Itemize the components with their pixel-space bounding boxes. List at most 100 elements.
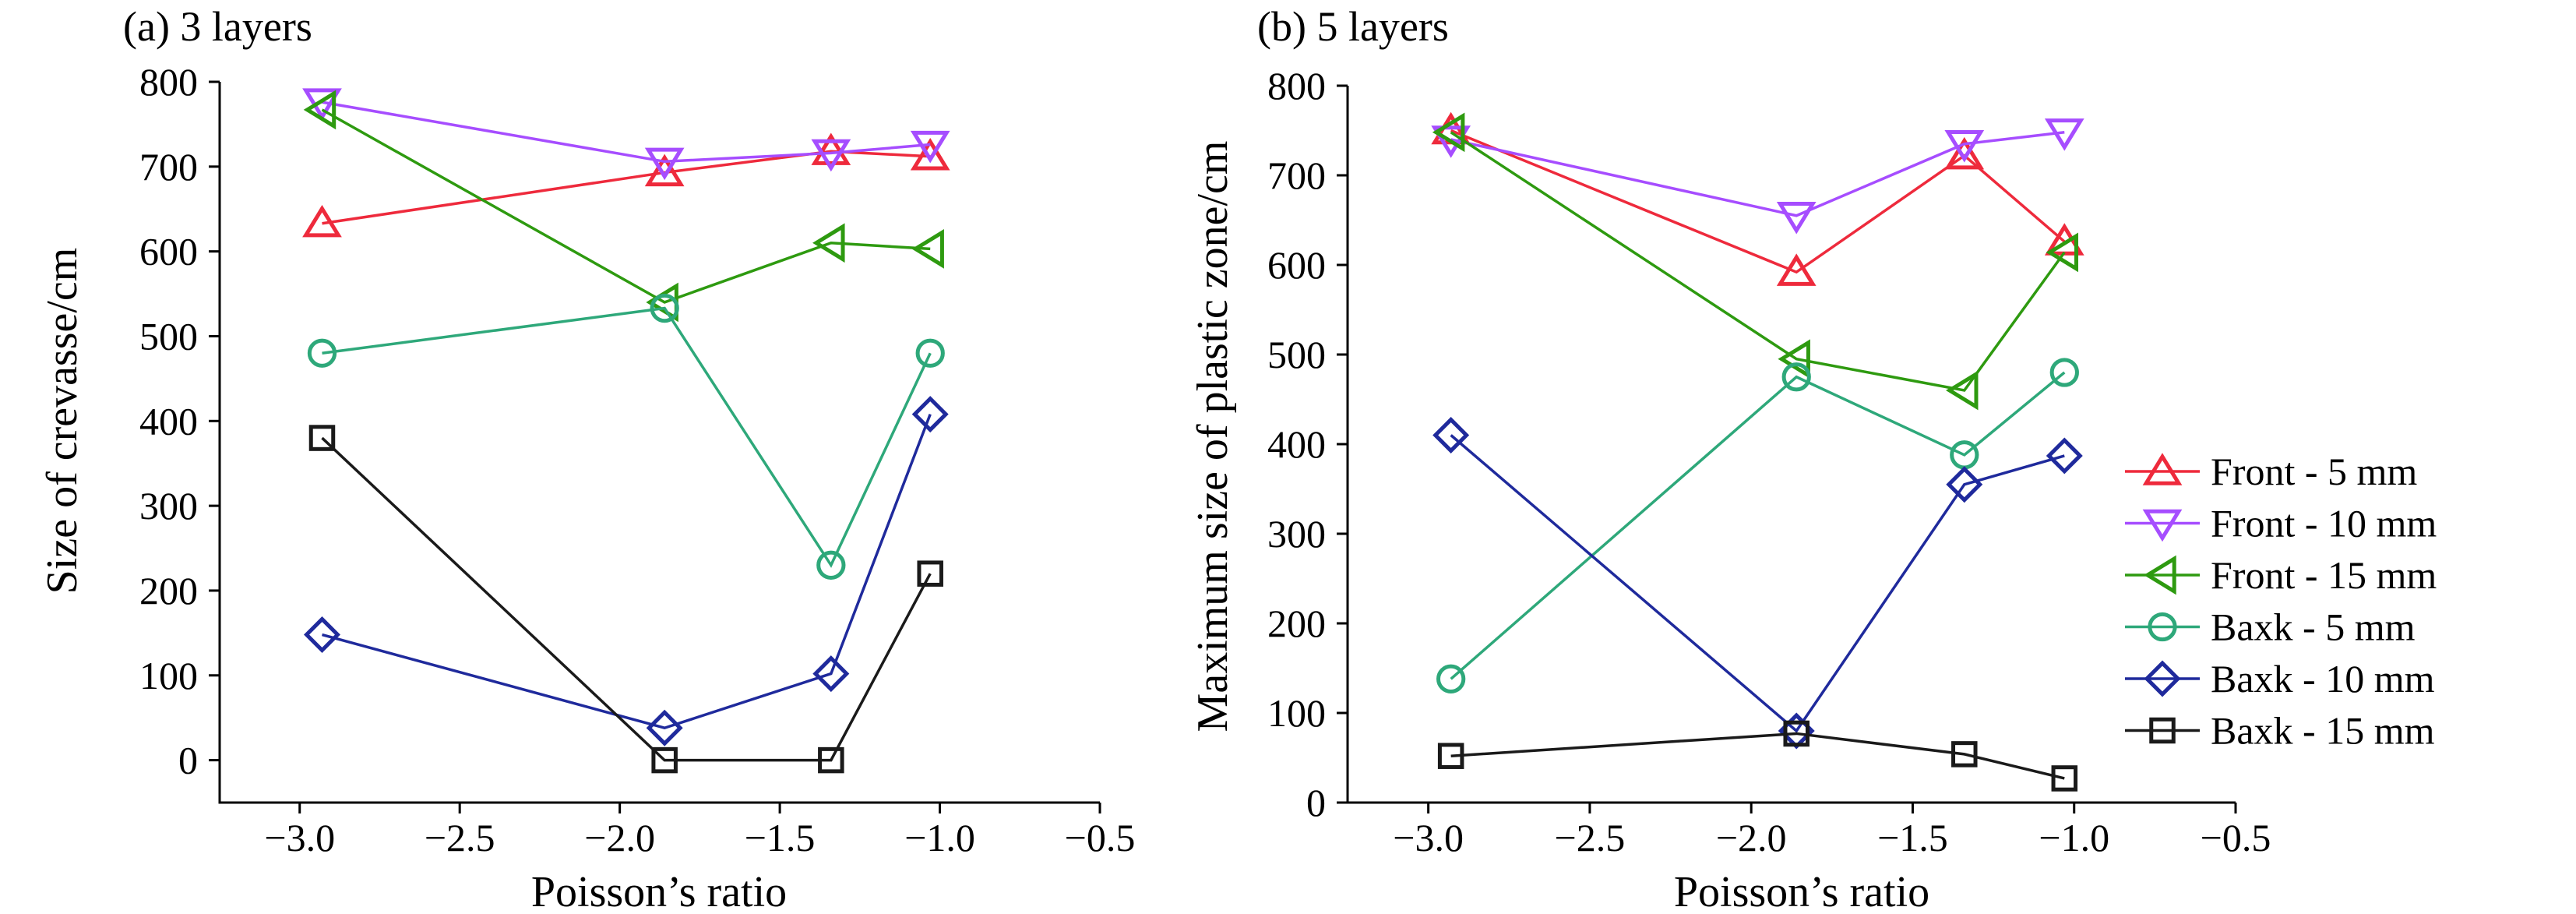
panel-a-data-point bbox=[818, 746, 844, 774]
panel-a-x-axis-label: Poisson’s ratio bbox=[531, 868, 787, 914]
panel-b-data-point bbox=[1431, 125, 1471, 158]
panel-a-x-tick-label: −0.5 bbox=[1065, 816, 1136, 859]
panel-a-data-point bbox=[302, 204, 342, 238]
panel-a-y-tick-label: 200 bbox=[139, 569, 198, 612]
panel-a-data-point bbox=[812, 655, 850, 693]
panel-b-data-point bbox=[2046, 232, 2078, 273]
panel-b-series-1 bbox=[1431, 118, 2084, 235]
panel-b-data-point bbox=[1781, 362, 1811, 392]
legend-item: Baxk - 15 mm bbox=[2125, 709, 2435, 753]
panel-a-x-tick-label: −1.0 bbox=[904, 816, 975, 859]
panel-a-data-point bbox=[816, 550, 846, 580]
chart-panel-b: (b) 5 layers Maximum size of plastic zon… bbox=[1189, 3, 2271, 914]
legend-marker bbox=[2142, 453, 2183, 485]
panel-b-x-tick-label: −2.5 bbox=[1555, 816, 1626, 859]
panel-b-data-point bbox=[1944, 136, 1985, 170]
panel-b-data-point bbox=[2049, 358, 2079, 387]
panel-b-data-point bbox=[1776, 202, 1817, 235]
panel-a-series-4 bbox=[304, 396, 949, 746]
legend-label: Baxk - 5 mm bbox=[2211, 605, 2416, 649]
panel-b-y-tick-label: 800 bbox=[1267, 64, 1326, 108]
panel-a-y-tick-label: 800 bbox=[139, 60, 198, 104]
panel-b-series-5 bbox=[1437, 720, 2078, 792]
panel-b-title: (b) 5 layers bbox=[1257, 3, 1449, 50]
legend-marker bbox=[2148, 612, 2177, 642]
panel-a-data-point bbox=[915, 338, 945, 368]
legend-marker bbox=[2149, 717, 2176, 744]
chart-panel-a: (a) 3 layers Size of crevasse/cm Poisson… bbox=[38, 3, 1135, 914]
panel-a-series-line bbox=[322, 413, 932, 730]
legend-label: Front - 15 mm bbox=[2211, 553, 2437, 597]
legend-item: Front - 10 mm bbox=[2125, 502, 2437, 545]
panel-a-y-tick-label: 400 bbox=[139, 399, 198, 443]
panel-a-y-axis-label: Size of crevasse/cm bbox=[38, 248, 86, 595]
panel-a-data-point bbox=[651, 746, 678, 774]
panel-b-axes bbox=[1346, 86, 2236, 804]
panel-a-data-point bbox=[644, 154, 685, 187]
panel-b-data-point bbox=[1432, 417, 1470, 453]
panel-a-y-tick-label: 100 bbox=[139, 654, 198, 697]
panel-a-series-0 bbox=[302, 132, 950, 238]
panel-a-y-tick-label: 600 bbox=[139, 230, 198, 273]
panel-a-data-point bbox=[307, 338, 337, 368]
panel-b-data-point bbox=[1946, 466, 1983, 503]
legend-label: Front - 10 mm bbox=[2211, 502, 2437, 545]
panel-b-series-2 bbox=[1432, 112, 2078, 411]
legend: Front - 5 mm Front - 10 mm Front - 15 mm Ba… bbox=[2125, 450, 2437, 753]
panel-a-data-point bbox=[910, 130, 950, 164]
panel-b-series-3 bbox=[1436, 358, 2079, 693]
panel-a-y-tick-label: 500 bbox=[139, 314, 198, 358]
legend-marker bbox=[2144, 660, 2181, 697]
panel-b-y-tick-label: 700 bbox=[1267, 154, 1326, 197]
panel-a-data-point bbox=[304, 616, 340, 654]
panel-a-x-tick-label: −3.0 bbox=[264, 816, 335, 859]
panel-b-y-tick-label: 500 bbox=[1267, 333, 1326, 376]
panel-a-data-point bbox=[910, 137, 950, 171]
panel-b-y-tick-label: 100 bbox=[1267, 691, 1326, 735]
panel-a-axes bbox=[218, 82, 1100, 804]
panel-a-x-tick-label: −1.5 bbox=[745, 816, 816, 859]
panel-b-data-point bbox=[2044, 118, 2084, 151]
panel-b-series-4 bbox=[1432, 417, 2083, 750]
panel-a-data-point bbox=[917, 560, 943, 587]
legend-label: Baxk - 15 mm bbox=[2211, 709, 2435, 753]
legend-item: Baxk - 10 mm bbox=[2125, 657, 2435, 700]
panel-a-series-line bbox=[321, 436, 932, 762]
legend-label: Front - 5 mm bbox=[2211, 450, 2417, 493]
panel-b-data-point bbox=[1945, 370, 1979, 411]
panel-b-data-point bbox=[1436, 664, 1466, 693]
panel-b-x-tick-label: −2.0 bbox=[1716, 816, 1787, 859]
panel-b-y-tick-label: 600 bbox=[1267, 243, 1326, 287]
panel-a-data-point bbox=[644, 147, 685, 181]
panel-b-x-tick-label: −0.5 bbox=[2201, 816, 2271, 859]
panel-a-y-tick-label: 300 bbox=[139, 484, 198, 528]
panel-b-series-line bbox=[1450, 371, 2066, 680]
panel-b-x-tick-label: −1.0 bbox=[2039, 816, 2109, 859]
panel-b-x-tick-label: −1.5 bbox=[1877, 816, 1948, 859]
panel-b-data-point bbox=[2046, 437, 2083, 475]
panel-b-y-tick-label: 0 bbox=[1306, 781, 1326, 824]
panel-a-x-tick-label: −2.5 bbox=[425, 816, 495, 859]
panel-a-y-tick-label: 0 bbox=[178, 739, 198, 782]
panel-a-series-3 bbox=[307, 293, 945, 580]
panel-b-series-line bbox=[1450, 131, 2065, 217]
panel-a-data-point bbox=[646, 709, 683, 746]
panel-a-data-point bbox=[303, 90, 337, 130]
panel-a-series-1 bbox=[302, 88, 950, 181]
panel-b-y-tick-label: 200 bbox=[1267, 602, 1326, 645]
legend-marker bbox=[2144, 555, 2176, 595]
legend-item: Front - 5 mm bbox=[2125, 450, 2417, 493]
panel-b-y-tick-label: 300 bbox=[1267, 512, 1326, 556]
panel-a-data-point bbox=[811, 139, 851, 172]
legend-item: Front - 15 mm bbox=[2125, 553, 2437, 597]
panel-b-data-point bbox=[1437, 743, 1464, 769]
panel-b-y-tick-label: 400 bbox=[1267, 422, 1326, 466]
legend-marker bbox=[2142, 509, 2183, 542]
panel-b-series-line bbox=[1450, 131, 2066, 392]
panel-a-data-point bbox=[650, 293, 679, 323]
panel-a-x-tick-label: −2.0 bbox=[584, 816, 655, 859]
panel-b-data-point bbox=[1432, 112, 1465, 153]
panel-b-data-point bbox=[1778, 339, 1810, 379]
panel-b-x-axis-label: Poisson’s ratio bbox=[1674, 868, 1929, 914]
panel-a-y-tick-label: 700 bbox=[139, 145, 198, 189]
